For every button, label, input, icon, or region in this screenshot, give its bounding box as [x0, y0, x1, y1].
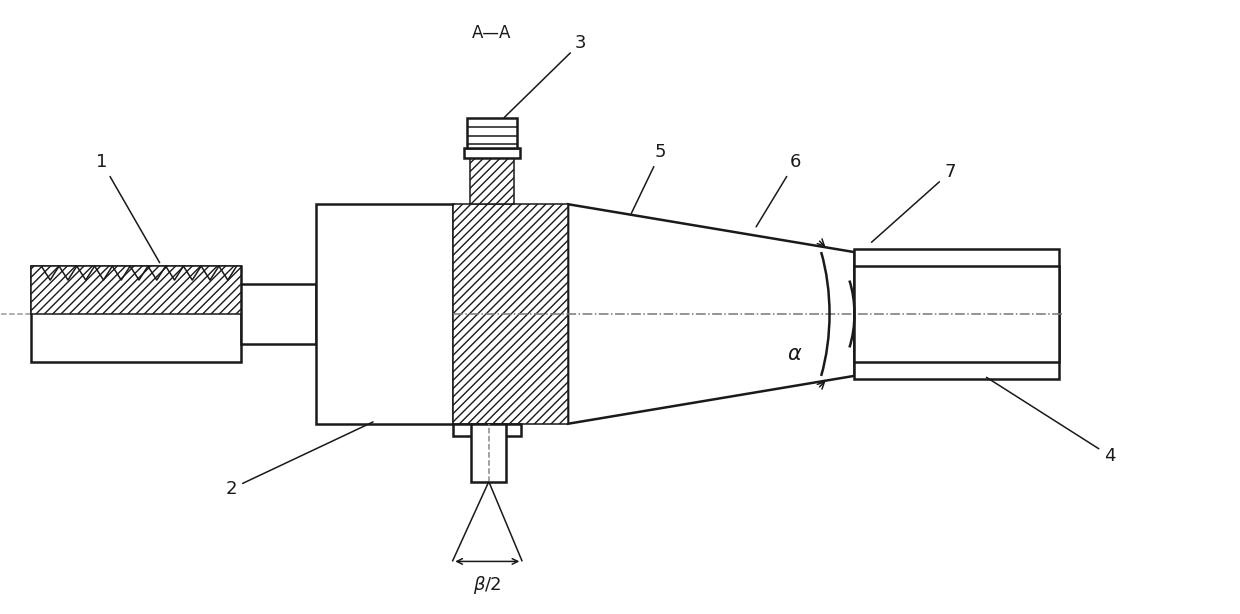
Bar: [854, 249, 1059, 379]
Bar: [854, 266, 1059, 362]
Text: $\beta/2$: $\beta/2$: [472, 574, 502, 596]
Bar: [464, 149, 521, 158]
Bar: [241, 284, 316, 344]
Bar: [471, 424, 506, 481]
Text: 6: 6: [756, 154, 801, 227]
Text: 5: 5: [631, 143, 666, 214]
Bar: [470, 158, 515, 204]
Text: 1: 1: [97, 154, 160, 263]
Text: $\alpha$: $\alpha$: [787, 344, 802, 364]
Text: 2: 2: [226, 422, 373, 497]
Bar: [31, 266, 241, 362]
Text: 4: 4: [987, 378, 1116, 465]
Bar: [454, 204, 568, 424]
Text: 7: 7: [872, 163, 956, 243]
Bar: [454, 424, 521, 436]
Text: A—A: A—A: [471, 23, 511, 42]
Bar: [467, 119, 517, 149]
Polygon shape: [568, 204, 854, 424]
Text: 3: 3: [505, 34, 587, 117]
Bar: [316, 204, 454, 424]
Polygon shape: [31, 266, 241, 314]
